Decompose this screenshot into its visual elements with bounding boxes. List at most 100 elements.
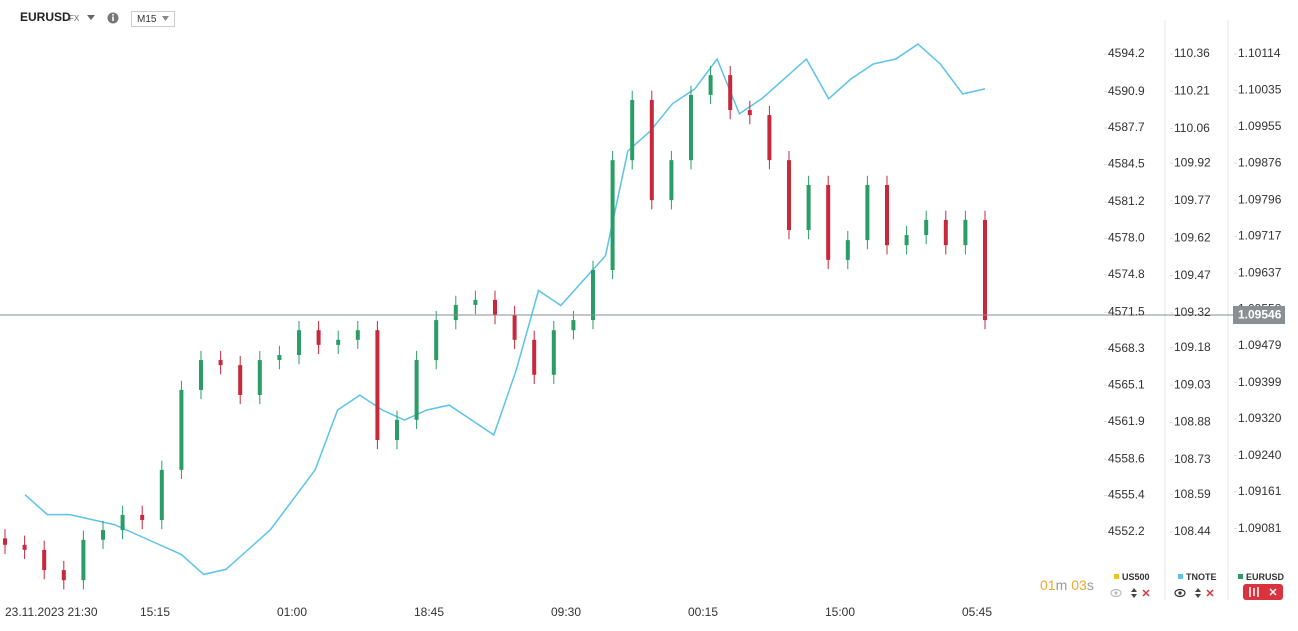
y-tick-label: 4552.2	[1108, 524, 1145, 538]
y-tick-label: 4574.8	[1108, 267, 1145, 281]
symbol[interactable]: EURUSD	[20, 10, 71, 24]
y-tick-label: 4568.3	[1108, 341, 1145, 355]
y-tick-label: 1.10035	[1238, 82, 1282, 96]
x-tick-label: 18:45	[414, 605, 444, 619]
legend-swatch	[1178, 574, 1183, 579]
move-series[interactable]	[1131, 588, 1137, 598]
candle-body	[61, 570, 66, 581]
info-icon-glyph	[112, 16, 114, 21]
candle-body	[42, 549, 47, 571]
y-tick-label: 108.44	[1174, 524, 1211, 538]
candle-body	[943, 219, 948, 246]
x-tick-label: 00:15	[688, 605, 718, 619]
candle-body	[414, 360, 419, 420]
candle-body	[610, 160, 615, 270]
candle-body	[571, 320, 576, 331]
candle-body	[218, 360, 223, 366]
y-tick-label: 110.21	[1174, 84, 1210, 98]
plot-area	[0, 43, 1233, 590]
candle-body	[199, 360, 203, 390]
candle-body	[434, 320, 439, 361]
market: FX	[69, 14, 80, 23]
y-tick-label: 109.47	[1174, 268, 1211, 282]
candle-body	[336, 339, 341, 345]
candle-body	[747, 110, 752, 116]
y-tick-label: 110.06	[1174, 121, 1210, 135]
candle-body	[983, 219, 987, 321]
y-tick-label: 109.18	[1174, 340, 1211, 354]
candle-body	[355, 330, 360, 340]
legend: US500 TNOTE EURUSD	[1110, 572, 1285, 600]
candle-body	[140, 514, 145, 520]
y-tick-label: 4558.6	[1108, 451, 1145, 465]
y-tick-label: 1.09717	[1238, 229, 1282, 243]
series-type-icon[interactable]	[1249, 587, 1259, 597]
countdown-minutes-unit: m	[1056, 577, 1068, 593]
series-controls[interactable]	[1243, 584, 1283, 600]
y-tick-label: 4555.4	[1108, 488, 1145, 502]
series-remove[interactable]	[1206, 589, 1214, 597]
last-price-label: 1.09546	[1238, 308, 1282, 322]
candle-body	[81, 539, 86, 581]
y-tick-label: 1.09876	[1238, 156, 1282, 170]
y-tick-label: 109.32	[1174, 305, 1211, 319]
legend-swatch	[1114, 574, 1119, 579]
y-tick-label: 4594.2	[1108, 46, 1145, 60]
candle-body	[22, 544, 27, 550]
candle-body	[963, 219, 968, 246]
x-tick-label: 23.11.2023 21:30	[5, 605, 98, 619]
y-tick-label: 1.09796	[1238, 192, 1282, 206]
candle-body	[806, 184, 811, 231]
candle-body	[3, 538, 7, 545]
y-tick-label: 4565.1	[1108, 377, 1145, 391]
y-tick-label: 109.77	[1174, 193, 1211, 207]
candle-body	[591, 269, 595, 321]
candle-body	[551, 330, 556, 375]
candle-body	[845, 240, 850, 260]
y-tick-label: 1.09955	[1238, 119, 1282, 133]
candle-body	[238, 365, 243, 395]
candle-body	[120, 514, 125, 531]
candle-body	[924, 219, 929, 236]
legend-swatch	[1238, 574, 1243, 579]
candle-body	[865, 184, 870, 241]
candle-body	[257, 360, 262, 395]
y-tick-label: 1.09399	[1238, 375, 1282, 389]
timeframe-dropdown	[162, 16, 169, 21]
countdown-seconds: 03	[1071, 577, 1087, 593]
visibility-toggle[interactable]	[1174, 588, 1186, 598]
x-tick-label: 05:45	[962, 605, 992, 619]
y-tick-label: 1.09637	[1238, 265, 1282, 279]
candle-body	[277, 355, 282, 361]
series-remove[interactable]	[1269, 588, 1277, 596]
candle-body	[316, 330, 321, 345]
move-series[interactable]	[1195, 588, 1201, 598]
y-tick-label: 4587.7	[1108, 120, 1145, 134]
candle-body	[395, 419, 399, 441]
visibility-toggle-pupil	[1114, 591, 1118, 595]
y-tick-label: 4581.2	[1108, 194, 1145, 208]
y-tick-label: 4590.9	[1108, 84, 1145, 98]
y-tick-label: 4578.0	[1108, 231, 1145, 245]
legend-label: TNOTE	[1186, 572, 1217, 582]
last-price-box	[1233, 306, 1285, 325]
visibility-toggle-pupil	[1178, 591, 1182, 595]
legend-label: US500	[1122, 572, 1150, 582]
visibility-toggle[interactable]	[1110, 588, 1122, 598]
timeframe-select[interactable]	[131, 11, 175, 27]
y-tick-label: 108.88	[1174, 415, 1211, 429]
symbol-dropdown[interactable]	[87, 15, 95, 20]
series-remove[interactable]	[1142, 589, 1150, 597]
info-icon-glyph	[112, 14, 114, 16]
x-tick-label: 15:15	[140, 605, 170, 619]
candle-body	[512, 315, 517, 340]
candle-body	[101, 530, 105, 540]
candle-body	[689, 94, 693, 161]
countdown-seconds-unit: s	[1087, 577, 1094, 593]
candle-body	[885, 184, 889, 246]
y-tick-label: 109.92	[1174, 156, 1211, 170]
candle-body	[532, 339, 537, 375]
y-tick-label: 1.10114	[1238, 46, 1281, 60]
candle-body	[669, 160, 674, 201]
